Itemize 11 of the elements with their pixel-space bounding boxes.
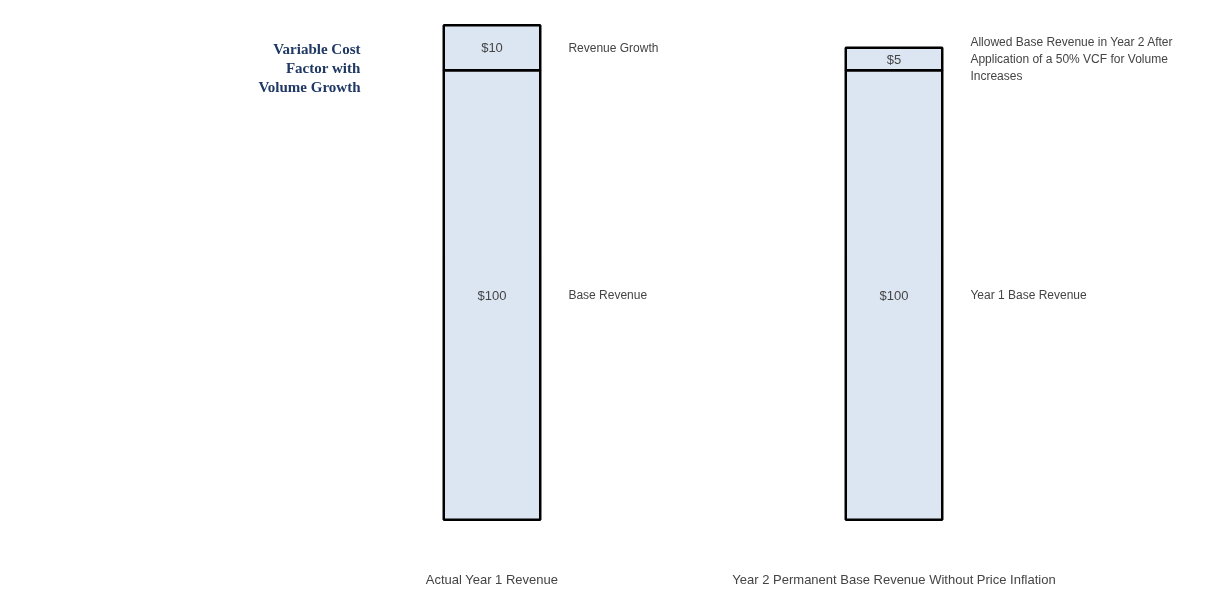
data-label: $5	[886, 51, 902, 67]
x-tick-label: Actual Year 1 Revenue	[425, 571, 559, 587]
annotation: Allowed Base Revenue in Year 2 After Application of a 50% VCF for Volume Increases	[970, 35, 1173, 83]
annotation: Year 1 Base Revenue	[970, 288, 1088, 303]
data-label: $100	[879, 287, 909, 303]
data-label: $100	[477, 287, 507, 303]
annotation: Revenue Growth	[568, 40, 659, 55]
data-label: $10	[481, 40, 503, 56]
annotation: Variable Cost Factor with Volume Growth	[258, 40, 362, 95]
x-tick-label: Year 2 Permanent Base Revenue Without Price Inflation	[732, 571, 1056, 587]
annotation: Base Revenue	[568, 288, 648, 303]
